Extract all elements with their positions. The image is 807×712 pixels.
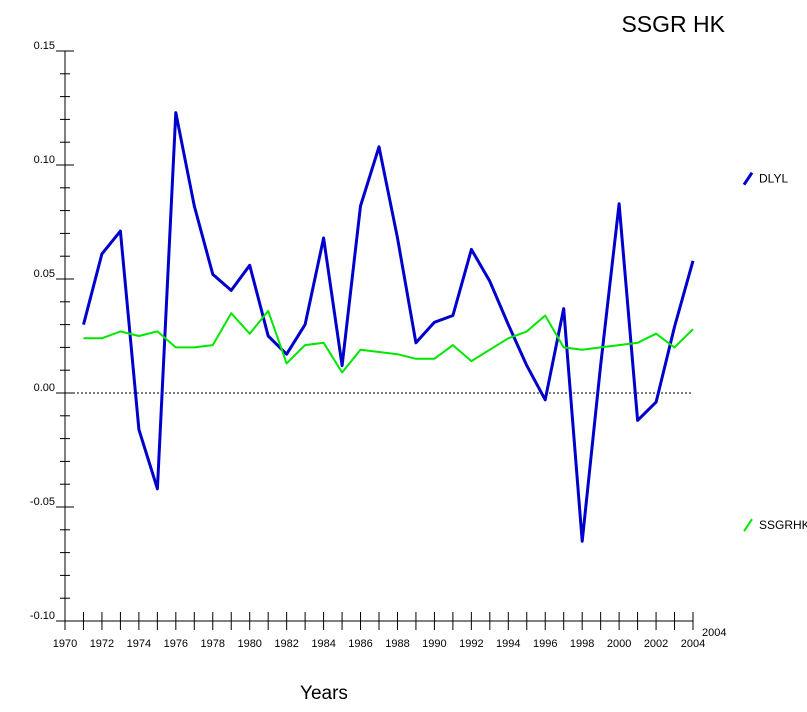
legend-label-dlyl: DLYL	[759, 172, 788, 186]
x-tick-label: 1992	[459, 638, 483, 650]
x-tick-label: 1982	[274, 638, 298, 650]
y-tick-label: 0.00	[34, 382, 55, 394]
y-axis: -0.10 -0.05 0.00 0.05 0.10 0.15	[30, 40, 74, 622]
x-tick-label: 1974	[127, 638, 151, 650]
y-tick-label: -0.05	[30, 496, 55, 508]
x-tick-label: 1990	[422, 638, 446, 650]
y-tick-label: 0.10	[34, 154, 55, 166]
x-axis-title: Years	[300, 683, 348, 704]
x-tick-label: 1994	[496, 638, 520, 650]
chart-title: SSGR HK	[621, 11, 725, 37]
y-tick-label: 0.05	[34, 268, 55, 280]
x-axis-end-label: 2004	[702, 627, 726, 639]
x-tick-label: 2000	[607, 638, 631, 650]
x-tick-label: 1996	[533, 638, 557, 650]
x-tick-label: 1970	[53, 638, 77, 650]
x-tick-label: 1988	[385, 638, 409, 650]
x-tick-label: 2004	[681, 638, 705, 650]
x-axis: 1970 1972 1974 1976 1978 1980 1982 1984 1986 1988…	[53, 612, 726, 650]
series-line-dlyl	[82, 111, 695, 543]
series-line-ssgrhk	[83, 309, 694, 374]
y-tick-label: 0.15	[34, 40, 55, 52]
x-tick-label: 1986	[348, 638, 372, 650]
x-tick-label: 1984	[311, 638, 335, 650]
series-lines	[82, 111, 695, 543]
legend: DLYL SSGRHK	[742, 171, 807, 532]
x-tick-label: 1972	[90, 638, 114, 650]
x-tick-label: 1998	[570, 638, 594, 650]
x-tick-label: 1978	[201, 638, 225, 650]
x-tick-label: 2002	[644, 638, 668, 650]
x-tick-label: 1980	[237, 638, 261, 650]
x-tick-label: 1976	[164, 638, 188, 650]
y-tick-label: -0.10	[30, 610, 55, 622]
legend-swatch-ssgrhk	[743, 518, 753, 532]
legend-label-ssgrhk: SSGRHK	[759, 518, 807, 532]
legend-swatch-dlyl	[742, 171, 754, 186]
